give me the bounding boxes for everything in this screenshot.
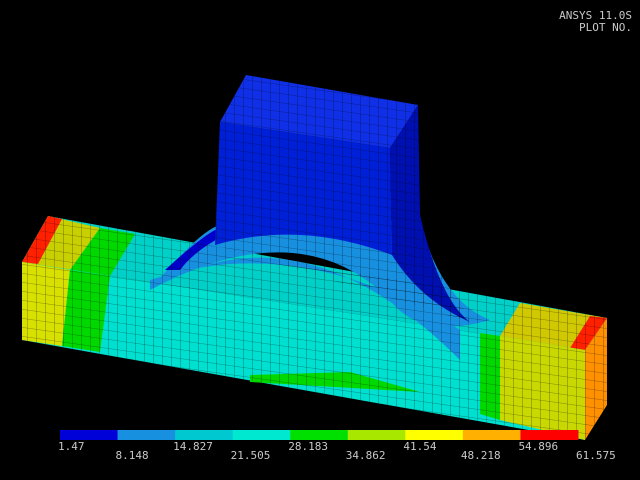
- model: [22, 75, 607, 440]
- legend-swatch: [290, 430, 349, 440]
- legend-level: 21.505: [231, 449, 271, 462]
- legend-level: 8.148: [116, 449, 149, 462]
- legend-level: 14.827: [173, 440, 213, 453]
- legend-swatch: [60, 430, 119, 440]
- legend-swatch: [405, 430, 464, 440]
- legend-level: 28.183: [288, 440, 328, 453]
- legend-swatch: [117, 430, 176, 440]
- legend-swatch: [175, 430, 234, 440]
- legend-level: 48.218: [461, 449, 501, 462]
- legend-level: 34.862: [346, 449, 386, 462]
- legend: 1.47 8.148 14.827 21.505 28.183 34.862 41.54 48…: [58, 430, 616, 462]
- legend-level: 41.54: [403, 440, 436, 453]
- riser-mesh: [215, 75, 470, 322]
- legend-swatch: [232, 430, 291, 440]
- legend-swatch: [462, 430, 521, 440]
- legend-swatch: [520, 430, 579, 440]
- legend-level: 61.575: [576, 449, 616, 462]
- product-label: ANSYS 11.0S: [559, 9, 632, 22]
- legend-level: 54.896: [518, 440, 558, 453]
- legend-level: 1.47: [58, 440, 85, 453]
- legend-swatch: [347, 430, 406, 440]
- beam-mesh: [22, 216, 607, 440]
- plot-label: PLOT NO.: [579, 21, 632, 34]
